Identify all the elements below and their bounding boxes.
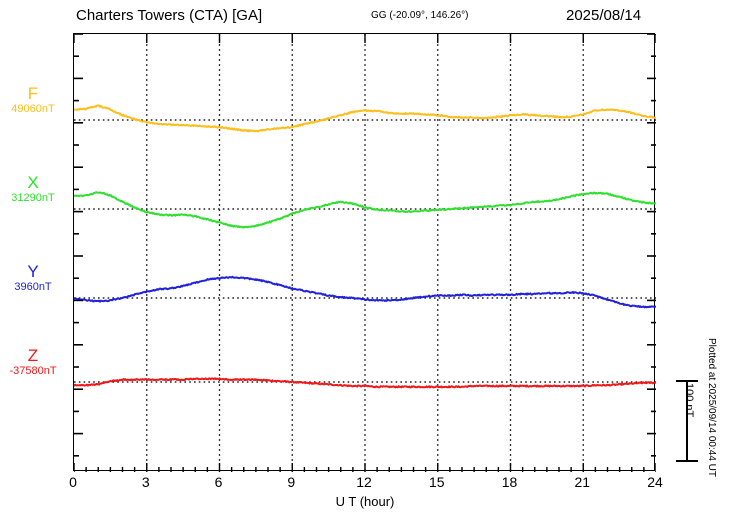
component-symbol-f: F — [27, 84, 39, 103]
station-title: Charters Towers (CTA) [GA] — [76, 7, 263, 24]
component-label-x: X 31290nT — [0, 174, 69, 205]
x-tick-label: 3 — [141, 474, 150, 490]
x-tick-label: 9 — [287, 474, 296, 490]
component-symbol-y: Y — [27, 262, 39, 281]
component-label-z: Z -37580nT — [0, 347, 69, 378]
component-label-f: F 49060nT — [0, 85, 69, 116]
component-symbol-x: X — [27, 173, 39, 192]
plot-frame — [73, 33, 656, 472]
component-baseline-f: 49060nT — [11, 103, 55, 115]
scale-bar-bottom-cap — [676, 460, 698, 462]
geographic-coordinates: GG (-20.09°, 146.26°) — [371, 10, 469, 21]
x-tick-label: 24 — [647, 474, 663, 490]
scale-bar-label: 100 nT — [683, 383, 695, 418]
component-baseline-y: 3960nT — [14, 281, 52, 293]
observation-date: 2025/08/14 — [566, 7, 642, 24]
x-tick-label: 12 — [356, 474, 372, 490]
trace-z — [74, 377, 656, 389]
component-baseline-x: 31290nT — [11, 192, 55, 204]
component-label-y: Y 3960nT — [0, 263, 69, 294]
plotted-at-label: Plotted at 2025/09/14 00:44 UT — [706, 338, 717, 477]
trace-y — [74, 275, 656, 309]
component-symbol-z: Z — [27, 346, 39, 365]
x-tick-label: 0 — [69, 474, 77, 490]
x-tick-label: 15 — [428, 474, 445, 490]
magnetogram-traces — [74, 34, 656, 472]
component-baseline-z: -37580nT — [9, 365, 57, 377]
scale-bar — [676, 380, 698, 462]
x-tick-label: 18 — [501, 474, 518, 490]
x-tick-label: 6 — [214, 474, 223, 490]
trace-f — [74, 104, 656, 133]
scale-bar-line — [686, 380, 688, 462]
x-axis-title: U T (hour) — [335, 494, 395, 509]
scale-bar-top-cap — [676, 380, 698, 382]
trace-x — [74, 191, 656, 229]
x-tick-label: 21 — [574, 474, 591, 490]
